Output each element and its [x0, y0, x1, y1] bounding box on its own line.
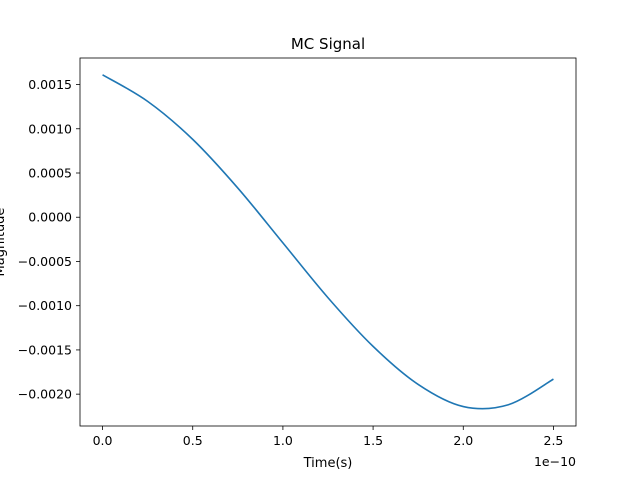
- x-axis-offset-text: 1e−10: [534, 454, 576, 469]
- x-tick-label: 0.0: [93, 433, 113, 448]
- x-tick-label: 0.5: [183, 433, 203, 448]
- chart-title: MC Signal: [291, 35, 365, 53]
- axes-frame: [79, 57, 577, 427]
- y-tick-label: −0.0010: [18, 298, 72, 313]
- x-tick-label: 1.5: [363, 433, 383, 448]
- y-tick-label: 0.0000: [28, 210, 72, 225]
- series-line: [102, 74, 554, 410]
- y-tick-label: −0.0020: [18, 387, 72, 402]
- x-tick-label: 2.0: [453, 433, 473, 448]
- y-tick-label: 0.0005: [28, 166, 72, 181]
- x-tick-label: 1.0: [273, 433, 293, 448]
- y-tick-label: −0.0015: [18, 342, 72, 357]
- x-tick-label: 2.5: [544, 433, 564, 448]
- y-axis-label: Magnitude: [0, 208, 8, 277]
- y-tick-label: 0.0015: [28, 77, 72, 92]
- plot-area: [80, 58, 576, 426]
- y-tick-label: 0.0010: [28, 121, 72, 136]
- x-axis-label: Time(s): [303, 456, 353, 471]
- y-tick-label: −0.0005: [18, 254, 72, 269]
